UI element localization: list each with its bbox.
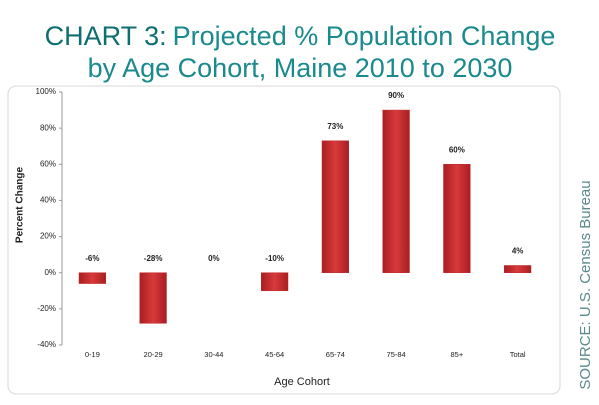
value-label: 4%: [512, 247, 524, 256]
value-label: -10%: [265, 254, 284, 263]
y-axis-title: Percent Change: [15, 166, 26, 243]
value-label: -28%: [144, 254, 163, 263]
y-tick-label: 20%: [40, 232, 56, 241]
bar: [382, 109, 410, 273]
chart-title: Projected % Population Change: [173, 21, 556, 51]
bar: [78, 272, 106, 284]
x-tick-label: 45-64: [265, 350, 284, 359]
chart-title: by Age Cohort, Maine 2010 to 2030: [88, 53, 513, 83]
bar: [261, 272, 289, 292]
source: SOURCE: U.S. Census Bureau: [577, 180, 594, 389]
y-tick-label: 100%: [36, 87, 56, 96]
y-tick-label: 80%: [40, 123, 56, 132]
y-tick-label: -40%: [37, 340, 56, 349]
x-tick-label: 0-19: [85, 350, 100, 359]
plot-frame: [7, 85, 561, 395]
x-axis-title: Age Cohort: [274, 376, 330, 388]
bar: [443, 164, 471, 273]
title-line: CHART 3: Projected % Population Change: [45, 21, 556, 51]
y-tick-label: -20%: [37, 304, 56, 313]
bar: [321, 140, 349, 273]
x-tick-label: 85+: [451, 350, 464, 359]
chart-label: CHART 3:: [45, 21, 167, 51]
x-tick-label: 75-84: [387, 350, 406, 359]
y-tick-label: 40%: [40, 196, 56, 205]
x-tick-label: Total: [510, 350, 526, 359]
x-tick-label: 30-44: [204, 350, 223, 359]
y-tick-label: 0%: [44, 268, 56, 277]
y-tick-label: 60%: [40, 159, 56, 168]
value-label: 0%: [208, 254, 220, 263]
value-label: 60%: [449, 145, 465, 154]
x-tick-label: 20-29: [144, 350, 163, 359]
value-label: -6%: [85, 254, 99, 263]
bar: [139, 272, 167, 324]
value-label: 90%: [388, 91, 404, 100]
bar: [504, 265, 532, 273]
x-tick-label: 65-74: [326, 350, 345, 359]
value-label: 73%: [327, 122, 343, 131]
